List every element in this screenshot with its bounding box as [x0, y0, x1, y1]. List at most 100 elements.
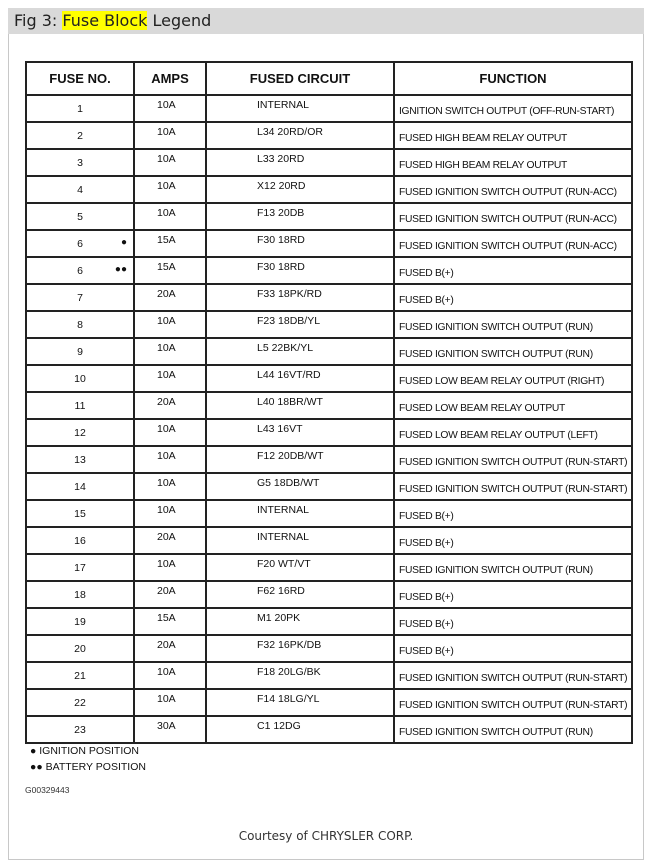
fuse-number: 1 — [25, 94, 135, 123]
amps-cell-text: 20A — [157, 530, 176, 543]
amps-cell: 10A — [133, 175, 207, 204]
fuse-number-text: 12 — [74, 426, 86, 439]
fused-circuit-cell: L5 22BK/YL — [205, 337, 395, 366]
amps-cell: 10A — [133, 553, 207, 582]
table-row: 8 10A F23 18DB/YL FUSED IGNITION SWITCH OUT… — [25, 310, 633, 339]
fused-circuit-cell-text: M1 20PK — [257, 611, 301, 624]
amps-cell-text: 20A — [157, 584, 176, 597]
function-cell: FUSED IGNITION SWITCH OUTPUT (RUN-ACC) — [393, 202, 633, 231]
fused-circuit-cell-text: F30 18RD — [257, 260, 305, 273]
function-cell: FUSED B(+) — [393, 526, 633, 555]
function-cell-text: FUSED IGNITION SWITCH OUTPUT (RUN) — [399, 564, 593, 576]
fuse-number-text: 19 — [74, 615, 86, 628]
fuse-number-text: 5 — [77, 210, 83, 223]
fused-circuit-cell: F18 20LG/BK — [205, 661, 395, 690]
table-row: 1 10A INTERNAL IGNITION SWITCH OUTPUT (OFF-… — [25, 94, 633, 123]
amps-cell: 15A — [133, 607, 207, 636]
function-cell-text: FUSED LOW BEAM RELAY OUTPUT (LEFT) — [399, 429, 598, 441]
fused-circuit-cell: INTERNAL — [205, 526, 395, 555]
function-cell-text: IGNITION SWITCH OUTPUT (OFF-RUN-START) — [399, 105, 615, 117]
amps-cell: 10A — [133, 121, 207, 150]
amps-cell: 10A — [133, 688, 207, 717]
function-cell: FUSED B(+) — [393, 499, 633, 528]
courtesy-caption: Courtesy of CHRYSLER CORP. — [238, 829, 414, 843]
fuse-number: 22 — [25, 688, 135, 717]
fused-circuit-cell: F62 16RD — [205, 580, 395, 609]
fuse-number-text: 15 — [74, 507, 86, 520]
amps-cell: 10A — [133, 148, 207, 177]
position-marker: ●● — [114, 264, 127, 275]
amps-cell-text: 10A — [157, 98, 176, 111]
fused-circuit-cell-text: INTERNAL — [257, 98, 309, 111]
fused-circuit-cell-text: L34 20RD/OR — [257, 125, 323, 138]
fuse-number-text: 9 — [77, 345, 83, 358]
function-cell: FUSED IGNITION SWITCH OUTPUT (RUN) — [393, 715, 633, 744]
amps-cell-text: 15A — [157, 260, 176, 273]
fused-circuit-cell: M1 20PK — [205, 607, 395, 636]
table-row: 9 10A L5 22BK/YL FUSED IGNITION SWITCH OUTP… — [25, 337, 633, 366]
table-row: 2 10A L34 20RD/OR FUSED HIGH BEAM RELAY OUT… — [25, 121, 633, 150]
amps-cell-text: 15A — [157, 611, 176, 624]
amps-cell: 20A — [133, 526, 207, 555]
legend-battery: ●● BATTERY POSITION — [30, 761, 146, 773]
fused-circuit-cell: F13 20DB — [205, 202, 395, 231]
table-row: 21 10A F18 20LG/BK FUSED IGNITION SWITCH OU… — [25, 661, 633, 690]
table-row: 5 10A F13 20DB FUSED IGNITION SWITCH OUTPUT… — [25, 202, 633, 231]
amps-cell: 10A — [133, 661, 207, 690]
function-cell: FUSED IGNITION SWITCH OUTPUT (RUN-ACC) — [393, 229, 633, 258]
function-cell: FUSED IGNITION SWITCH OUTPUT (RUN-START) — [393, 472, 633, 501]
function-cell-text: FUSED B(+) — [399, 591, 454, 603]
amps-cell-text: 10A — [157, 368, 176, 381]
function-cell-text: FUSED LOW BEAM RELAY OUTPUT (RIGHT) — [399, 375, 605, 387]
function-cell-text: FUSED IGNITION SWITCH OUTPUT (RUN-ACC) — [399, 186, 617, 198]
table-row: 22 10A F14 18LG/YL FUSED IGNITION SWITCH OU… — [25, 688, 633, 717]
function-cell-text: FUSED HIGH BEAM RELAY OUTPUT — [399, 132, 568, 144]
table-row: 6 ●● 15A F30 18RD FUSED B(+) — [25, 256, 633, 285]
table-row: 19 15A M1 20PK FUSED B(+) — [25, 607, 633, 636]
fused-circuit-cell: F33 18PK/RD — [205, 283, 395, 312]
fused-circuit-cell: L34 20RD/OR — [205, 121, 395, 150]
amps-cell-text: 10A — [157, 476, 176, 489]
fused-circuit-cell: C1 12DG — [205, 715, 395, 744]
fuse-number: 4 — [25, 175, 135, 204]
fused-circuit-cell: F12 20DB/WT — [205, 445, 395, 474]
fuse-number-text: 3 — [77, 156, 83, 169]
amps-cell-text: 10A — [157, 422, 176, 435]
amps-cell-text: 20A — [157, 287, 176, 300]
fused-circuit-cell-text: F14 18LG/YL — [257, 692, 320, 705]
fuse-number-text: 6 — [77, 264, 83, 277]
fuse-number-text: 7 — [77, 291, 83, 304]
fused-circuit-cell-text: F32 16PK/DB — [257, 638, 322, 651]
title-prefix: Fig 3: — [14, 11, 63, 30]
function-cell-text: FUSED IGNITION SWITCH OUTPUT (RUN-START) — [399, 699, 628, 711]
function-cell: FUSED HIGH BEAM RELAY OUTPUT — [393, 121, 633, 150]
table-row: 14 10A G5 18DB/WT FUSED IGNITION SWITCH OUT… — [25, 472, 633, 501]
fuse-number-text: 10 — [74, 372, 86, 385]
amps-cell: 10A — [133, 418, 207, 447]
fuse-number-text: 21 — [74, 669, 86, 682]
fused-circuit-cell-text: G5 18DB/WT — [257, 476, 320, 489]
fuse-number: 21 — [25, 661, 135, 690]
amps-cell: 10A — [133, 472, 207, 501]
fused-circuit-cell: F14 18LG/YL — [205, 688, 395, 717]
amps-cell-text: 20A — [157, 638, 176, 651]
fused-circuit-cell: F30 18RD — [205, 256, 395, 285]
fuse-table: FUSE NO. AMPS FUSED CIRCUIT FUNCTION 1 10… — [25, 61, 633, 744]
legend-ignition: ● IGNITION POSITION — [30, 745, 140, 757]
header-fuse-no: FUSE NO. — [25, 61, 135, 96]
function-cell-text: FUSED HIGH BEAM RELAY OUTPUT — [399, 159, 568, 171]
fuse-number: 15 — [25, 499, 135, 528]
fused-circuit-cell: X12 20RD — [205, 175, 395, 204]
function-cell-text: FUSED B(+) — [399, 510, 454, 522]
table-header-row: FUSE NO. AMPS FUSED CIRCUIT FUNCTION — [25, 61, 633, 96]
amps-cell-text: 15A — [157, 233, 176, 246]
title-suffix: Legend — [147, 11, 212, 30]
table-row: 20 20A F32 16PK/DB FUSED B(+) — [25, 634, 633, 663]
function-cell-text: FUSED B(+) — [399, 294, 454, 306]
header-amps: AMPS — [133, 61, 207, 96]
amps-cell-text: 10A — [157, 179, 176, 192]
table-row: 23 30A C1 12DG FUSED IGNITION SWITCH OUTPUT… — [25, 715, 633, 744]
fused-circuit-cell-text: X12 20RD — [257, 179, 306, 192]
table-row: 13 10A F12 20DB/WT FUSED IGNITION SWITCH OU… — [25, 445, 633, 474]
fused-circuit-cell: INTERNAL — [205, 499, 395, 528]
